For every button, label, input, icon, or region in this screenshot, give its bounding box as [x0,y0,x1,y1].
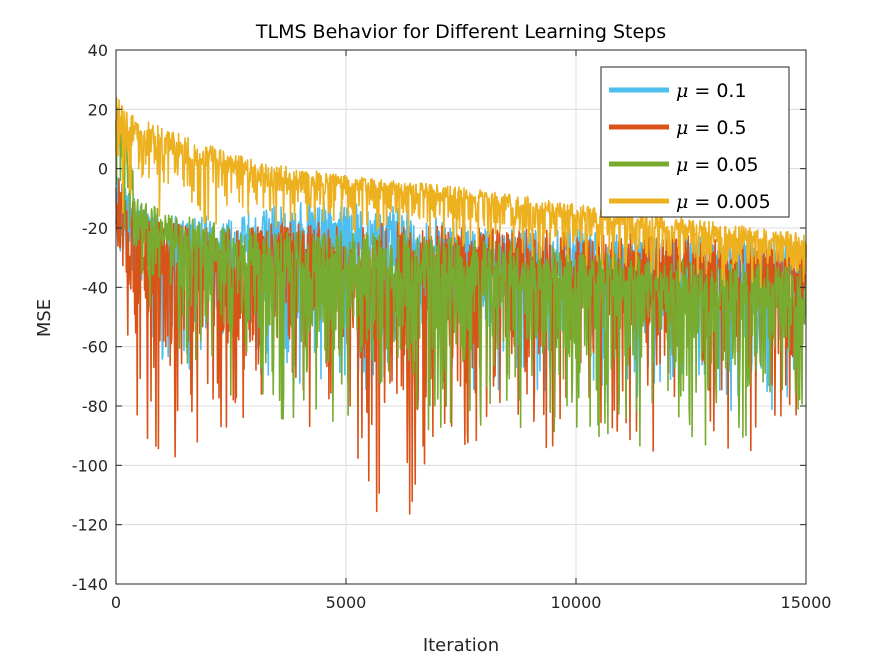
y-tick-label: 40 [88,41,108,60]
y-tick-label: -140 [72,575,108,594]
legend-label: μ = 0.1 [676,80,747,102]
y-tick-label: -120 [72,516,108,535]
legend-value: = 0.005 [694,191,770,213]
legend-mu-symbol: μ [676,117,688,139]
x-tick-label: 0 [111,593,121,612]
legend: μ = 0.1 μ = 0.5 μ = 0.05 μ = 0.005 [600,66,790,218]
y-axis-label: MSE [34,299,55,337]
series-layer [115,96,807,515]
legend-label: μ = 0.05 [676,154,759,176]
x-tick-label: 10000 [551,593,602,612]
legend-value: = 0.1 [694,80,746,102]
legend-value: = 0.05 [694,154,758,176]
series-line [115,96,807,289]
y-tick-label: -20 [82,219,108,238]
plot-border [115,49,807,585]
y-tick-label: -40 [82,278,108,297]
series-line [115,106,807,447]
legend-value: = 0.5 [694,117,746,139]
legend-mu-symbol: μ [676,154,688,176]
y-tick-label: 0 [98,160,108,179]
legend-label: μ = 0.5 [676,117,747,139]
chart-title: TLMS Behavior for Different Learning Ste… [255,21,666,43]
legend-mu-symbol: μ [676,191,688,213]
y-axis-ticks: -140 -120 -100 -80 -60 -40 -20 0 20 40 [72,41,806,594]
x-tick-label: 15000 [781,593,832,612]
legend-label: μ = 0.005 [676,191,771,213]
y-tick-label: -80 [82,397,108,416]
y-tick-label: -60 [82,338,108,357]
x-tick-label: 5000 [326,593,367,612]
legend-mu-symbol: μ [676,80,688,102]
y-tick-label: -100 [72,456,108,475]
x-axis-ticks: 0 5000 10000 15000 [111,50,832,612]
x-axis-label: Iteration [423,635,499,656]
y-tick-label: 20 [88,100,108,119]
